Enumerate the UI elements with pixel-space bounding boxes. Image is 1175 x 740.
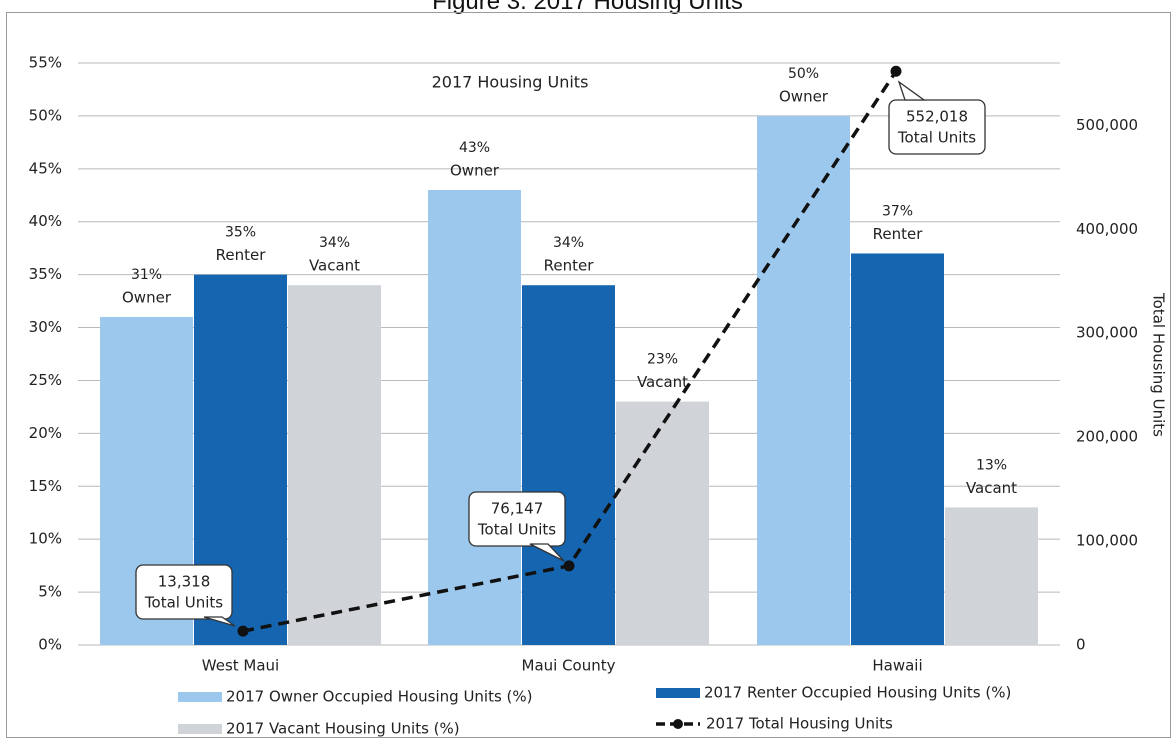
callout-pointer xyxy=(203,616,236,627)
total-units-value-label: 13,318 xyxy=(158,573,211,591)
total-units-text-label: Total Units xyxy=(897,129,976,147)
y-left-tick-label: 45% xyxy=(29,159,62,177)
bar xyxy=(945,507,1038,645)
legend-label: 2017 Renter Occupied Housing Units (%) xyxy=(704,684,1011,702)
legend-label: 2017 Owner Occupied Housing Units (%) xyxy=(226,688,533,706)
callout-pointer xyxy=(529,543,565,562)
y-left-tick-label: 30% xyxy=(29,318,62,336)
callout-box xyxy=(135,564,233,620)
figure-caption: Figure 3. 2017 Housing Units xyxy=(432,0,743,15)
legend-label: 2017 Vacant Housing Units (%) xyxy=(226,720,460,738)
bar-category-label: Vacant xyxy=(966,479,1017,497)
total-units-text-label: Total Units xyxy=(477,521,556,539)
total-units-value-label: 76,147 xyxy=(491,500,544,518)
bar-value-label: 13% xyxy=(976,457,1007,473)
y-left-tick-label: 55% xyxy=(29,54,62,72)
bar-category-label: Renter xyxy=(873,225,924,243)
legend-swatch xyxy=(178,724,222,734)
bar xyxy=(288,285,381,645)
total-units-text-label: Total Units xyxy=(144,594,223,612)
y-left-tick-label: 50% xyxy=(29,106,62,124)
bar-value-label: 34% xyxy=(553,235,584,251)
bar xyxy=(616,401,709,645)
y-right-tick-label: 500,000 xyxy=(1076,116,1138,134)
bar-category-label: Vacant xyxy=(309,257,360,275)
bar xyxy=(428,189,521,645)
y-right-tick-label: 400,000 xyxy=(1076,220,1138,238)
bar-value-label: 23% xyxy=(647,352,678,368)
total-units-point xyxy=(237,625,249,637)
y-left-tick-label: 35% xyxy=(29,265,62,283)
chart-title: 2017 Housing Units xyxy=(432,73,589,92)
x-tick-label: Maui County xyxy=(522,657,616,675)
bar xyxy=(522,285,615,645)
y-left-tick-label: 20% xyxy=(29,424,62,442)
y-left-tick-label: 10% xyxy=(29,530,62,548)
bar-category-label: Renter xyxy=(216,246,267,264)
legend-swatch xyxy=(656,688,700,698)
y-left-tick-label: 5% xyxy=(38,583,62,601)
y-left-tick-label: 15% xyxy=(29,477,62,495)
legend-swatch xyxy=(178,692,222,702)
bar-category-label: Owner xyxy=(450,161,500,179)
bar xyxy=(851,253,944,646)
bar xyxy=(757,115,850,646)
y-left-tick-label: 40% xyxy=(29,212,62,230)
chart-frame xyxy=(6,12,1171,738)
callout-box xyxy=(888,99,986,155)
bar-category-label: Owner xyxy=(122,288,172,306)
bar-value-label: 35% xyxy=(225,225,256,241)
y-right-tick-label: 100,000 xyxy=(1076,532,1138,550)
callout-pointer xyxy=(897,80,927,101)
y-left-tick-label: 0% xyxy=(38,636,62,654)
x-tick-label: West Maui xyxy=(202,657,279,675)
bar-category-label: Owner xyxy=(779,87,829,105)
y-right-tick-label: 300,000 xyxy=(1076,324,1138,342)
bar-value-label: 43% xyxy=(459,140,490,156)
callout-box xyxy=(468,491,566,547)
bar-value-label: 37% xyxy=(882,203,913,219)
legend-line-marker xyxy=(673,719,683,729)
x-tick-label: Hawaii xyxy=(872,657,922,675)
bar-value-label: 34% xyxy=(319,235,350,251)
total-units-point xyxy=(890,65,902,77)
bar-category-label: Renter xyxy=(544,257,595,275)
total-units-point xyxy=(563,560,575,572)
bar-value-label: 31% xyxy=(131,267,162,283)
total-units-value-label: 552,018 xyxy=(906,108,968,126)
legend-label: 2017 Total Housing Units xyxy=(706,715,893,733)
bar-category-label: Vacant xyxy=(637,373,688,391)
y-right-axis-title: Total Housing Units xyxy=(1150,292,1168,437)
y-left-tick-label: 25% xyxy=(29,371,62,389)
y-right-tick-label: 0 xyxy=(1076,636,1086,654)
y-right-tick-label: 200,000 xyxy=(1076,428,1138,446)
bar-value-label: 50% xyxy=(788,66,819,82)
